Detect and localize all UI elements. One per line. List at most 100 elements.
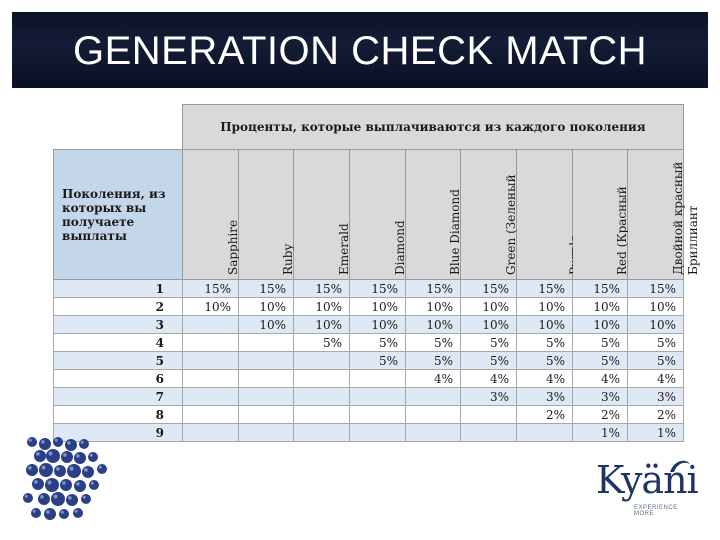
column-header-6: Green (Зеленыйбриллиант): [460, 149, 533, 280]
title-banner: GENERATION CHECK MATCH: [12, 12, 708, 88]
percent-cell: [238, 351, 294, 370]
blueberry-highlight: [56, 467, 60, 471]
percent-cell: 5%: [460, 333, 517, 352]
percent-cell: 5%: [349, 351, 406, 370]
percent-cell: [182, 423, 239, 442]
generation-number: 3: [53, 315, 183, 334]
blueberry-highlight: [32, 509, 36, 513]
percent-cell: 2%: [516, 405, 573, 424]
column-header-line2: Бриллиант: [685, 205, 700, 275]
percent-cell: [238, 387, 294, 406]
generation-number: 8: [53, 405, 183, 424]
percent-cell: 10%: [516, 315, 573, 334]
blueberry: [60, 479, 72, 491]
percent-cell: [349, 387, 406, 406]
blueberry: [59, 509, 69, 519]
blueberry: [44, 508, 56, 520]
percent-cell: 5%: [405, 333, 461, 352]
blueberry: [67, 464, 81, 478]
percent-cell: [293, 351, 350, 370]
blueberry-highlight: [47, 480, 52, 485]
generation-number: 7: [53, 387, 183, 406]
percent-cell: [182, 351, 239, 370]
percent-cell: 15%: [182, 279, 239, 298]
kyani-logo: Kyäni EXPERIENCE MORE: [596, 458, 699, 518]
blueberry-highlight: [28, 438, 32, 442]
percent-cell: 5%: [293, 333, 350, 352]
percent-cell: 1%: [572, 423, 628, 442]
percent-cell: 3%: [572, 387, 628, 406]
column-header-2: RubyРубин: [238, 149, 310, 280]
blueberry: [65, 439, 77, 451]
percent-cell: [238, 333, 294, 352]
blueberry-highlight: [60, 510, 64, 514]
column-header-9: Двойной красный Бриллиант: [627, 149, 700, 280]
blueberry-highlight: [46, 510, 50, 514]
percent-cell: [405, 423, 461, 442]
swirl-icon: [670, 460, 690, 472]
percent-cell: 4%: [572, 369, 628, 388]
blueberry-highlight: [54, 438, 58, 442]
blueberry-highlight: [53, 494, 58, 499]
blueberry: [97, 464, 107, 474]
percent-cell: 15%: [572, 279, 628, 298]
blueberry-highlight: [68, 496, 72, 500]
generation-number: 2: [53, 297, 183, 316]
table-row: 4 5% 5% 5% 5% 5% 5% 5%: [53, 333, 684, 352]
row-header: Поколения, из которых вы получаете выпла…: [53, 149, 183, 280]
slide-title: GENERATION CHECK MATCH: [73, 28, 647, 73]
percent-cell: 5%: [516, 351, 573, 370]
empty-corner: [54, 105, 183, 150]
generation-number: 1: [53, 279, 183, 298]
blueberry: [27, 437, 37, 447]
percent-cell: 10%: [516, 297, 573, 316]
table: Проценты, которые выплачиваются из каждо…: [53, 104, 700, 442]
blueberry: [26, 464, 38, 476]
percent-cell: [460, 405, 517, 424]
percent-cell: 10%: [405, 315, 461, 334]
percent-cell: [238, 423, 294, 442]
percent-cell: 3%: [627, 387, 684, 406]
percent-cell: [460, 423, 517, 442]
percent-cell: 4%: [460, 369, 517, 388]
blueberry-highlight: [41, 465, 46, 470]
percent-cell: [238, 405, 294, 424]
column-header-1: SapphireСапфир: [182, 149, 255, 280]
column-header-3: EmeraldИзумруд: [293, 149, 366, 280]
percent-cell: 5%: [349, 333, 406, 352]
blueberry: [79, 439, 89, 449]
percent-cell: 1%: [627, 423, 684, 442]
logo-tagline: EXPERIENCE MORE: [634, 505, 678, 517]
percent-cell: 10%: [572, 297, 628, 316]
table-row: 8 2% 2% 2%: [53, 405, 684, 424]
percent-cell: 2%: [627, 405, 684, 424]
blueberry: [32, 478, 44, 490]
percent-cell: 10%: [293, 315, 350, 334]
table-row: 7 3% 3% 3% 3%: [53, 387, 684, 406]
blueberry-highlight: [89, 453, 93, 457]
percent-cell: [349, 369, 406, 388]
percent-cell: 15%: [627, 279, 684, 298]
percent-cell: [349, 405, 406, 424]
table-row: 3 10% 10% 10% 10% 10% 10% 10% 10%: [53, 315, 684, 334]
blueberry: [82, 466, 94, 478]
percent-cell: 10%: [405, 297, 461, 316]
percent-cell: 10%: [460, 315, 517, 334]
table-row: 2 10% 10% 10% 10% 10% 10% 10% 10% 10%: [53, 297, 684, 316]
percent-cell: [405, 387, 461, 406]
blueberry: [74, 452, 86, 464]
blueberry: [23, 493, 33, 503]
percent-cell: [182, 369, 239, 388]
logo-wordmark: Kyäni: [596, 458, 699, 502]
blueberry-highlight: [40, 495, 44, 499]
percent-cell: 4%: [516, 369, 573, 388]
table-row: 1 15% 15% 15% 15% 15% 15% 15% 15% 15%: [53, 279, 684, 298]
blueberry: [66, 494, 78, 506]
percent-cell: 4%: [627, 369, 684, 388]
blueberry: [39, 463, 53, 477]
column-header-7: Purple (Пурпурныйбриллиант): [516, 149, 611, 280]
blueberry: [34, 450, 46, 462]
blueberry: [54, 465, 66, 477]
percent-cell: [293, 405, 350, 424]
percent-cell: 4%: [405, 369, 461, 388]
